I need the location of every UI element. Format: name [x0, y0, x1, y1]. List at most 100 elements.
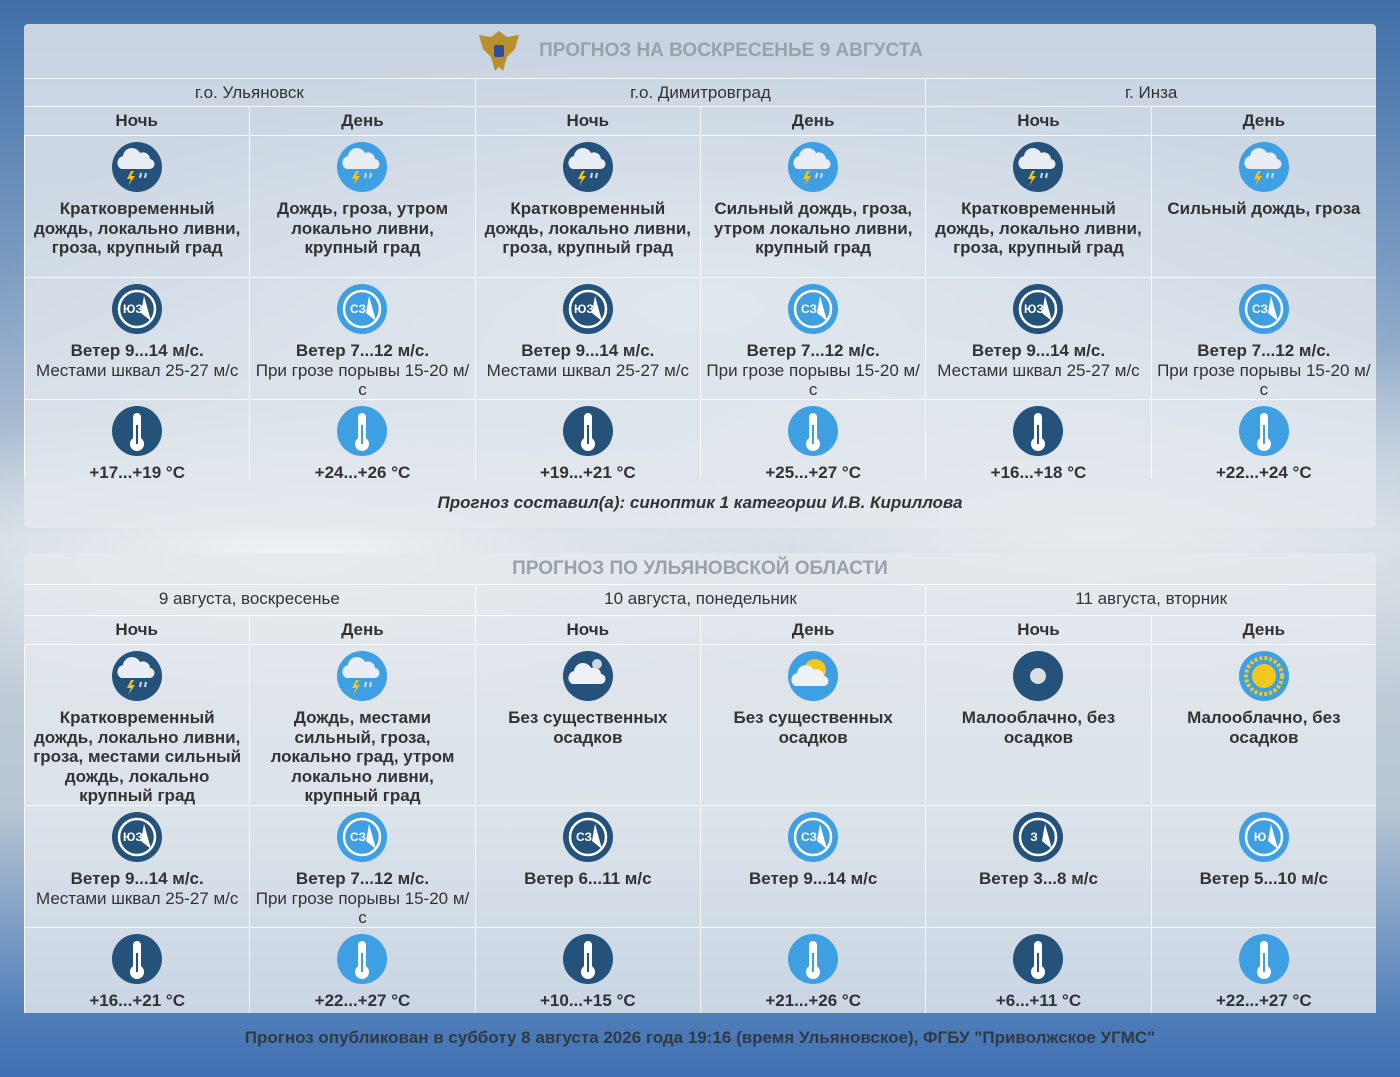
lightning [352, 680, 361, 695]
lightning [803, 171, 812, 186]
wind-note: Местами шквал 25-27 м/с [35, 360, 239, 380]
weather-cell: Без существенных осадков [474, 644, 700, 805]
wind-arrow [591, 824, 602, 849]
sun [1251, 664, 1276, 688]
rain-drop [1270, 172, 1274, 179]
wind-speed: Ветер 7...12 м/с. [746, 341, 880, 360]
wind-note: При грозе порывы 15-20 м/с [255, 888, 470, 928]
wind-ring [568, 817, 608, 857]
wind-cell: СЗ Ветер 7...12 м/с. При грозе порывы 15-2… [249, 277, 475, 399]
cloud [1244, 148, 1282, 170]
icon: ЮЗ [112, 284, 163, 334]
temperature: +10...+15 °C [539, 991, 636, 1010]
wind-note: Местами шквал 25-27 м/с [486, 360, 690, 380]
weather-description: Без существенных осадков [733, 708, 893, 747]
weather-description: Дождь, гроза, утром локально ливни, круп… [276, 199, 449, 257]
temperature-cell: +22...+24 °C [1150, 399, 1376, 478]
icon [112, 934, 163, 984]
temperature-cell: +6...+11 °C [925, 927, 1151, 1013]
wind-speed: Ветер 9...14 м/с [748, 869, 878, 888]
wind-ring [1019, 817, 1058, 857]
cloud [117, 657, 155, 679]
wind-note: При грозе порывы 15-20 м/с [706, 360, 920, 400]
icon: СЗ [788, 284, 839, 334]
moon [591, 659, 602, 669]
moon [1030, 668, 1047, 684]
lightning [127, 171, 136, 186]
wind-arrow [817, 296, 828, 321]
icon [562, 406, 613, 456]
wind-cell: ЮЗ Ветер 9...14 м/с. Местами шквал 25-27 м… [24, 277, 250, 399]
wind-cell: СЗ Ветер 7...12 м/с. При грозе порывы 15-2… [699, 277, 926, 400]
wind-cell: ЮЗ Ветер 9...14 м/с. Местами шквал 25-27 м… [474, 277, 700, 399]
period-label: День [1150, 615, 1376, 644]
weather-cell: Кратковременный дождь, локально ливни, г… [474, 135, 700, 277]
period-label: День [699, 106, 926, 135]
weather-cell: Сильный дождь, гроза, утром локально лив… [699, 135, 926, 277]
wind-arrow [366, 296, 377, 321]
wind-speed: Ветер 6...11 м/с [524, 869, 652, 888]
wind-speed: Ветер 9...14 м/с. [971, 341, 1106, 360]
icon [562, 651, 613, 701]
weather-description: Кратковременный дождь, локально ливни, г… [935, 199, 1142, 257]
cloud [568, 148, 606, 170]
weather-description: Дождь, местами сильный, гроза, локально … [270, 708, 455, 805]
temperature-cell: +25...+27 °C [699, 399, 926, 478]
temperature-cell: +16...+18 °C [925, 399, 1151, 478]
wind-ring [1244, 817, 1284, 857]
wind-cell: ЮЗ Ветер 9...14 м/с. Местами шквал 25-27 м… [24, 805, 250, 927]
icon [337, 142, 388, 192]
rain-drop [144, 172, 148, 179]
weather-cell: Кратковременный дождь, локально ливни, г… [925, 135, 1151, 277]
temperature-cell: +24...+26 °C [249, 399, 475, 478]
lightning [127, 680, 136, 695]
wind-note: При грозе порывы 15-20 м/с [1157, 360, 1371, 400]
icon [562, 934, 613, 984]
rain-drop [815, 172, 819, 179]
icon [337, 651, 388, 701]
icon [788, 406, 839, 456]
rain-drop [369, 681, 373, 688]
rain-drop [594, 172, 598, 179]
icon [1013, 934, 1064, 984]
wind-arrow [141, 824, 152, 849]
temperature: +25...+27 °C [765, 463, 861, 478]
wind-direction: СЗ [576, 830, 592, 844]
location-header: 9 августа, воскресенье [24, 584, 475, 615]
cloud [793, 148, 831, 170]
wind-cell: СЗ Ветер 7...12 м/с. При грозе порывы 15-2… [249, 805, 475, 928]
temperature: +22...+27 °C [1215, 991, 1312, 1010]
cloud [117, 148, 155, 170]
wind-speed: Ветер 7...12 м/с. [1197, 341, 1331, 360]
icon [788, 651, 839, 701]
icon: ЮЗ [562, 284, 613, 334]
icon [1238, 406, 1289, 456]
wind-ring [793, 289, 833, 329]
cloud [791, 665, 829, 687]
temperature-cell: +10...+15 °C [474, 927, 700, 1013]
wind-ring [1019, 289, 1058, 329]
wind-arrow [366, 824, 377, 849]
temperature-cell: +16...+21 °C [24, 927, 250, 1013]
wind-note: Местами шквал 25-27 м/с [35, 888, 239, 908]
weather-cell: Дождь, гроза, утром локально ливни, круп… [249, 135, 475, 277]
weather-description: Малооблачно, без осадков [1187, 708, 1341, 747]
weather-description: Кратковременный дождь, локально ливни, г… [33, 708, 242, 805]
wind-direction: СЗ [801, 830, 817, 844]
icon [337, 406, 388, 456]
emblem [479, 31, 520, 71]
weather-description: Кратковременный дождь, локально ливни, г… [484, 199, 692, 257]
sun-rays [1243, 656, 1284, 696]
wind-speed: Ветер 9...14 м/с. [70, 869, 204, 888]
weather-cell: Малооблачно, без осадков [925, 644, 1151, 805]
rain-drop [139, 681, 143, 688]
icon [1013, 142, 1064, 192]
temperature: +17...+19 °C [89, 463, 185, 478]
icon: СЗ [1238, 284, 1289, 334]
wind-cell: Ю Ветер 5...10 м/с [1150, 805, 1376, 927]
icon: СЗ [788, 812, 839, 862]
panel-title: ПРОГНОЗ ПО УЛЬЯНОВСКОЙ ОБЛАСТИ [512, 557, 888, 579]
wind-direction: ЮЗ [1025, 302, 1045, 316]
